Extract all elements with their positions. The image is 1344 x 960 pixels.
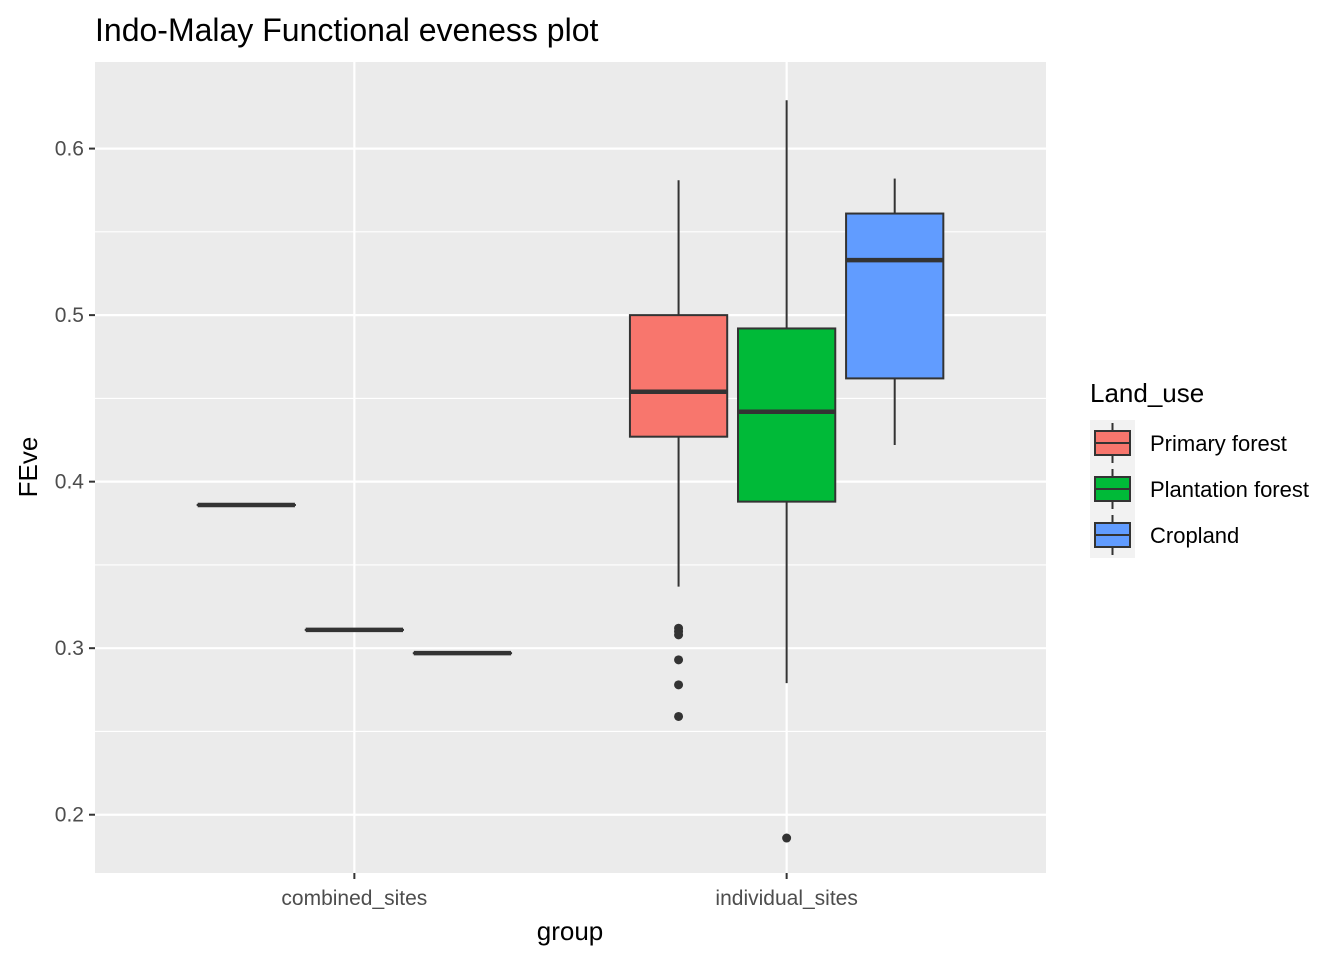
outlier-point	[674, 655, 684, 665]
box-body	[737, 327, 837, 503]
legend-label: Plantation forest	[1150, 477, 1309, 502]
box-primary-forest-individual-sites	[628, 180, 729, 721]
outlier-point	[782, 833, 792, 843]
legend-item-plantation-forest: Plantation forest	[1090, 466, 1309, 512]
y-tick-label: 0.5	[55, 304, 84, 327]
y-tick-label: 0.2	[55, 804, 84, 827]
x-tick-label: individual_sites	[715, 887, 857, 910]
x-axis: combined_sites individual_sites	[281, 873, 858, 910]
box-body	[845, 212, 945, 380]
legend-label: Cropland	[1150, 523, 1239, 548]
y-axis-title: FEve	[13, 437, 43, 498]
outlier-point	[674, 630, 684, 640]
y-axis: 0.2 0.3 0.4 0.5 0.6	[55, 138, 95, 827]
outlier-point	[674, 711, 684, 721]
box-plantation-forest-individual-sites	[737, 100, 837, 843]
plot-panel	[95, 62, 1046, 873]
legend-item-primary-forest: Primary forest	[1090, 420, 1287, 466]
box-cropland-individual-sites	[845, 178, 945, 446]
legend-label: Primary forest	[1150, 431, 1287, 456]
outlier-point	[674, 680, 684, 690]
x-tick-label: combined_sites	[281, 887, 427, 910]
box-body	[628, 314, 729, 438]
box-layer	[196, 100, 945, 843]
y-tick-label: 0.6	[55, 138, 84, 161]
y-tick-label: 0.3	[55, 637, 84, 660]
legend: Land_use Primary forest Plantation forest…	[1090, 378, 1309, 558]
chart-title: Indo-Malay Functional eveness plot	[95, 12, 599, 48]
y-tick-label: 0.4	[55, 471, 85, 494]
legend-title: Land_use	[1090, 378, 1204, 408]
x-axis-title: group	[537, 916, 604, 946]
legend-item-cropland: Cropland	[1090, 512, 1239, 558]
